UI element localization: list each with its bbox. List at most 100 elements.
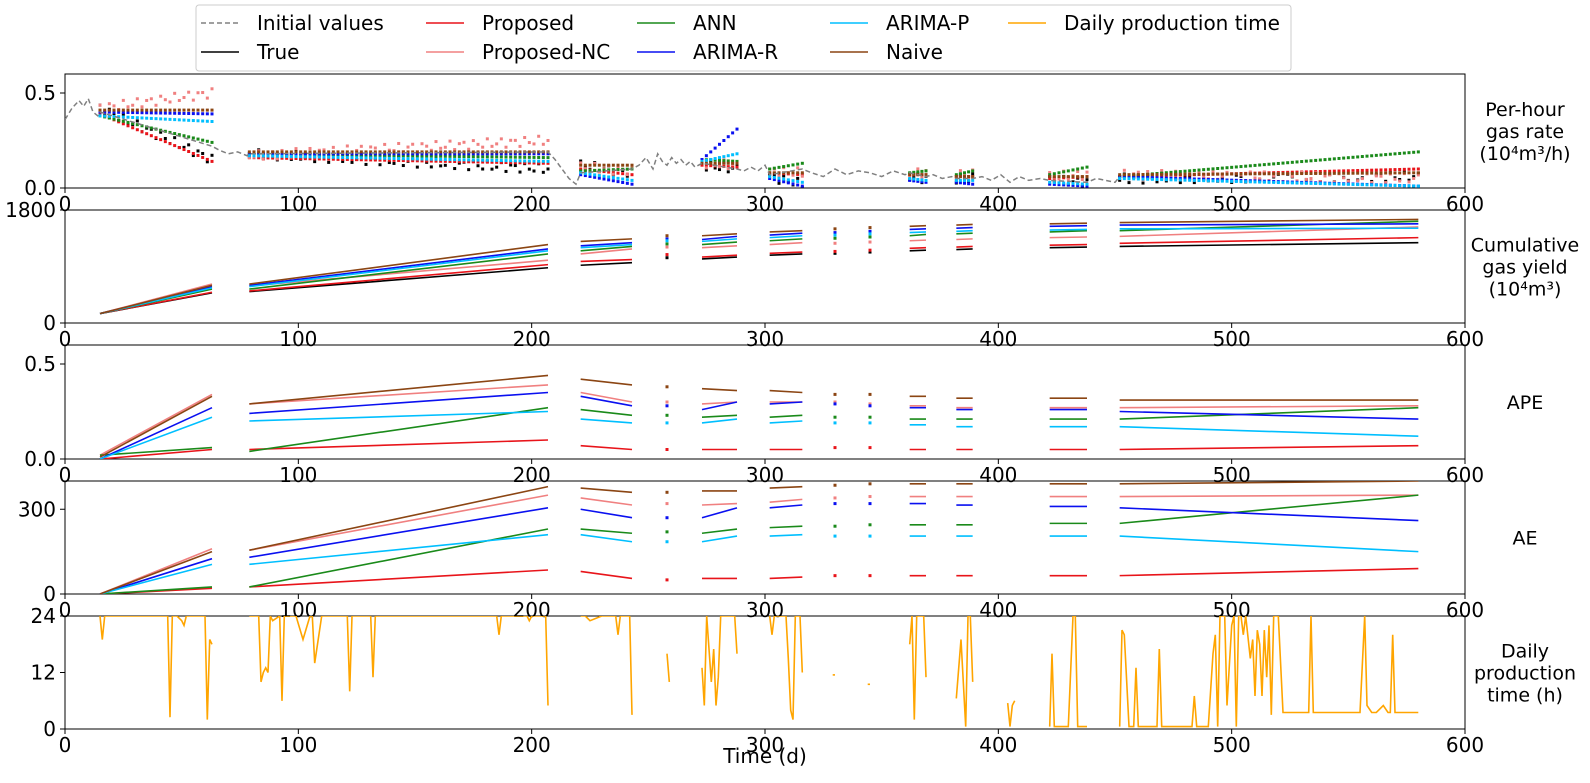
point-ann bbox=[168, 130, 172, 134]
point-proposed bbox=[98, 112, 102, 116]
isolated-point bbox=[868, 402, 872, 406]
line-arima_r bbox=[580, 395, 633, 407]
point-arima_p bbox=[1085, 182, 1089, 186]
x-tick-label: 200 bbox=[513, 327, 551, 351]
point-proposed_nc bbox=[145, 98, 149, 102]
line-daily-production-time bbox=[955, 616, 974, 727]
point-true bbox=[490, 167, 494, 171]
point-arima_p bbox=[602, 174, 606, 178]
point-proposed bbox=[303, 157, 307, 161]
point-ann bbox=[1272, 162, 1276, 166]
point-ann bbox=[1374, 153, 1378, 157]
line-proposed_nc bbox=[1119, 405, 1419, 409]
point-proposed bbox=[182, 148, 186, 152]
point-ann bbox=[135, 123, 139, 127]
point-arima_p bbox=[713, 157, 717, 161]
point-true bbox=[504, 169, 508, 173]
point-ann bbox=[791, 163, 795, 167]
point-naive bbox=[1309, 171, 1313, 175]
point-true bbox=[772, 174, 776, 178]
isolated-point bbox=[833, 392, 837, 396]
panel-ylabel: gas yield bbox=[1482, 257, 1567, 279]
point-naive bbox=[1244, 172, 1248, 176]
point-proposed_nc bbox=[1248, 170, 1252, 174]
point-naive bbox=[607, 163, 611, 167]
point-arima_p bbox=[777, 176, 781, 180]
point-ann bbox=[588, 169, 592, 173]
point-naive bbox=[168, 108, 172, 112]
point-arima_r bbox=[1080, 184, 1084, 188]
point-arima_r bbox=[383, 152, 387, 156]
point-naive bbox=[1146, 173, 1150, 177]
point-naive bbox=[709, 161, 713, 165]
point-arima_p bbox=[1295, 181, 1299, 185]
point-naive bbox=[1332, 171, 1336, 175]
isolated-point bbox=[665, 578, 669, 582]
point-ann bbox=[1220, 166, 1224, 170]
point-proposed bbox=[467, 160, 471, 164]
point-proposed_nc bbox=[1211, 169, 1215, 173]
line-arima_r bbox=[909, 228, 927, 231]
point-ann bbox=[1085, 165, 1089, 169]
point-arima_r bbox=[149, 111, 153, 115]
point-ann bbox=[513, 155, 517, 159]
point-arima_p bbox=[1346, 182, 1350, 186]
point-proposed_nc bbox=[453, 148, 457, 152]
point-ann bbox=[481, 155, 485, 159]
point-naive bbox=[1365, 171, 1369, 175]
point-ann bbox=[383, 154, 387, 158]
point-true bbox=[541, 170, 545, 174]
point-proposed_nc bbox=[1160, 169, 1164, 173]
point-arima_r bbox=[593, 175, 597, 179]
point-arima_p bbox=[126, 115, 130, 119]
point-arima_p bbox=[387, 156, 391, 160]
point-proposed bbox=[621, 172, 625, 176]
point-ann bbox=[1290, 160, 1294, 164]
point-ann bbox=[777, 165, 781, 169]
point-arima_p bbox=[1230, 179, 1234, 183]
point-proposed bbox=[448, 159, 452, 163]
point-naive bbox=[471, 150, 475, 154]
point-proposed_nc bbox=[443, 145, 447, 149]
point-arima_p bbox=[704, 158, 708, 162]
point-arima_r bbox=[294, 152, 298, 156]
point-arima_p bbox=[187, 118, 191, 122]
line-proposed_nc bbox=[701, 244, 738, 249]
point-arima_r bbox=[924, 180, 928, 184]
point-proposed bbox=[532, 161, 536, 165]
point-proposed bbox=[280, 156, 284, 160]
line-naive bbox=[249, 374, 549, 405]
point-naive bbox=[406, 150, 410, 154]
line-arima_p bbox=[249, 410, 549, 422]
point-arima_r bbox=[177, 111, 181, 115]
point-naive bbox=[411, 150, 415, 154]
point-arima_r bbox=[1169, 176, 1173, 180]
point-arima_r bbox=[481, 152, 485, 156]
point-proposed_nc bbox=[958, 169, 962, 173]
point-naive bbox=[967, 175, 971, 179]
point-true bbox=[527, 167, 531, 171]
point-naive bbox=[252, 150, 256, 154]
point-arima_p bbox=[630, 178, 634, 182]
point-arima_r bbox=[359, 152, 363, 156]
line-naive bbox=[99, 550, 213, 594]
line-proposed_nc bbox=[580, 497, 633, 506]
point-ann bbox=[462, 155, 466, 159]
point-ann bbox=[954, 173, 958, 177]
point-proposed_nc bbox=[275, 157, 279, 161]
point-naive bbox=[364, 150, 368, 154]
isolated-point bbox=[665, 385, 669, 389]
point-ann bbox=[1286, 161, 1290, 165]
point-arima_r bbox=[1076, 184, 1080, 188]
point-naive bbox=[327, 150, 331, 154]
point-ann bbox=[1253, 163, 1257, 167]
line-ann bbox=[1119, 494, 1419, 525]
point-proposed bbox=[602, 170, 606, 174]
point-naive bbox=[504, 150, 508, 154]
panel-ylabel: time (h) bbox=[1487, 685, 1563, 707]
point-true bbox=[429, 165, 433, 169]
point-ann bbox=[1071, 168, 1075, 172]
point-arima_p bbox=[954, 178, 958, 182]
point-ann bbox=[726, 159, 730, 163]
